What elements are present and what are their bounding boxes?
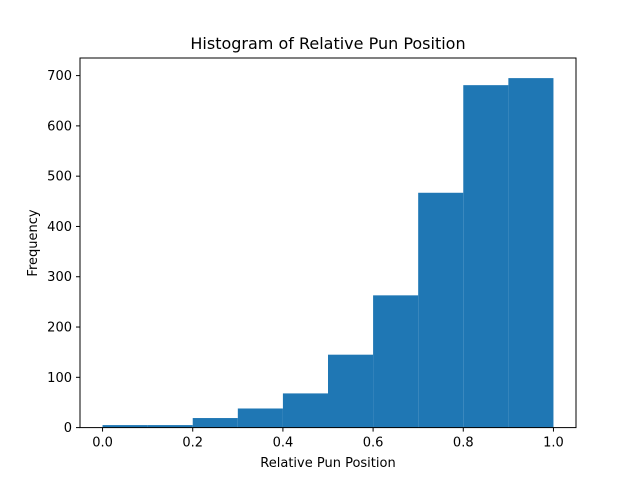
histogram-bar (463, 85, 509, 428)
x-tick-label: 0.0 (92, 436, 113, 451)
plot-area-frame (79, 57, 577, 429)
histogram-bar (102, 425, 148, 428)
x-axis-label: Relative Pun Position (260, 456, 395, 471)
chart-title: Histogram of Relative Pun Position (190, 34, 465, 53)
x-ticks-group: 0.0 0.2 0.4 0.6 0.8 1.0 (92, 427, 564, 451)
histogram-bar (237, 408, 283, 428)
histogram-bar (192, 418, 238, 428)
histogram-bar (373, 295, 419, 428)
histogram-bar (508, 78, 554, 428)
x-tick-label: 1.0 (543, 436, 564, 451)
y-tick-label: 600 (47, 119, 72, 134)
y-tick-label: 700 (47, 69, 72, 84)
y-tick-label: 300 (47, 270, 72, 285)
y-tick-label: 0 (64, 421, 72, 436)
y-ticks-group: 0 100 200 300 400 500 600 700 (47, 69, 80, 436)
x-tick-label: 0.6 (363, 436, 384, 451)
x-tick-label: 0.2 (182, 436, 203, 451)
y-axis-label: Frequency (26, 209, 41, 276)
histogram-bar (147, 425, 193, 428)
x-tick-label: 0.4 (273, 436, 294, 451)
bars-group (102, 78, 554, 428)
y-tick-label: 200 (47, 321, 72, 336)
y-tick-label: 400 (47, 220, 72, 235)
x-tick-label: 0.8 (453, 436, 474, 451)
y-tick-label: 500 (47, 170, 72, 185)
histogram-bar (418, 192, 464, 428)
y-tick-label: 100 (47, 371, 72, 386)
histogram-bar (328, 354, 374, 428)
histogram-bar (282, 393, 328, 428)
